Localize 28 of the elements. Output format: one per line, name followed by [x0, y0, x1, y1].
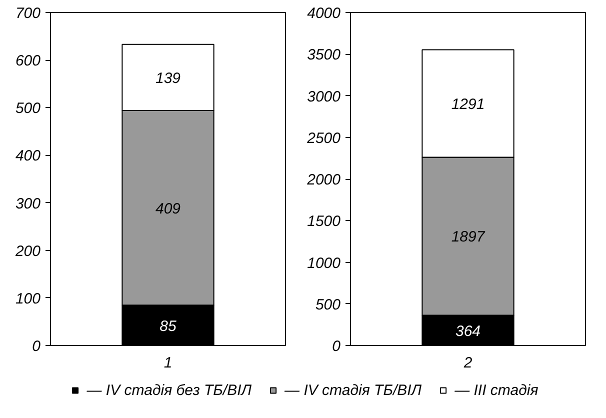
- y-tick-label: 3000: [307, 88, 342, 106]
- legend-label: — III стадія: [454, 382, 538, 398]
- data-label: 409: [155, 200, 182, 218]
- data-label: 1897: [451, 228, 486, 246]
- y-tick-label: 3500: [307, 46, 342, 64]
- y-tick-label: 2000: [306, 172, 342, 188]
- y-tick-label: 600: [15, 52, 42, 70]
- y-tick-label: 200: [14, 242, 42, 260]
- legend-label: — IV стадія без ТБ/ВІЛ: [86, 382, 252, 398]
- y-tick-label: 500: [15, 100, 42, 118]
- y-tick-label: 300: [15, 195, 42, 212]
- y-tick-label: 0: [332, 338, 342, 355]
- y-tick-label: 100: [15, 290, 42, 308]
- data-label: 139: [155, 70, 182, 87]
- y-tick-label: 4000: [307, 5, 342, 22]
- y-tick-label: 2500: [306, 130, 342, 147]
- y-tick-label: 500: [315, 296, 342, 314]
- y-tick-label: 0: [32, 338, 42, 355]
- y-tick-label: 400: [15, 148, 42, 165]
- x-tick-label: 1: [164, 354, 172, 372]
- y-tick-label: 1000: [307, 254, 342, 272]
- data-label: 85: [160, 318, 177, 335]
- y-tick-label: 1500: [307, 213, 342, 230]
- x-tick-label: 2: [462, 354, 473, 372]
- legend-label: — IV стадія ТБ/ВІЛ: [284, 382, 422, 398]
- data-label: 1291: [451, 96, 485, 114]
- data-label: 364: [455, 322, 481, 340]
- y-tick-label: 700: [15, 5, 42, 22]
